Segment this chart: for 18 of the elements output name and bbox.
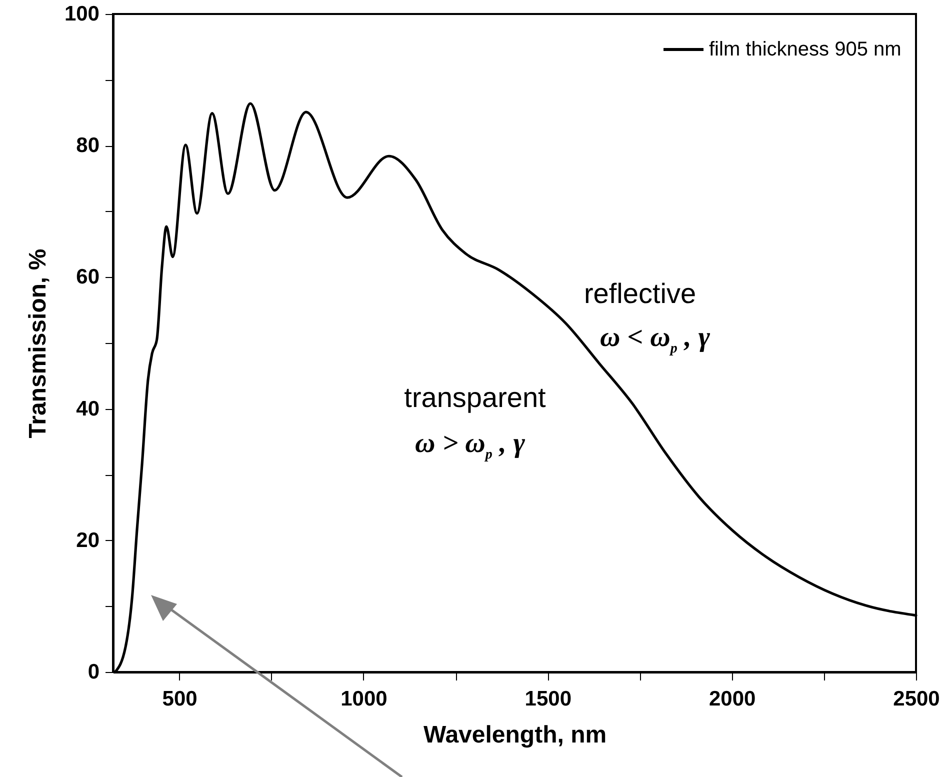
y-tick-label: 80 [76, 134, 100, 158]
x-tick-label: 2500 [893, 688, 940, 710]
y-tick-label: 20 [76, 528, 100, 552]
annotation: reflective [584, 278, 696, 310]
x-tick-label: 1500 [524, 688, 572, 710]
y-axis-title: Transmission, % [24, 248, 52, 438]
x-tick-label: 500 [162, 688, 198, 710]
annotation: transparent [404, 382, 546, 414]
y-tick-label: 0 [88, 660, 100, 684]
x-axis-title: Wavelength, nm [423, 722, 607, 748]
annotation: ω < ω$_{p}$ , γ [600, 322, 710, 358]
legend-label: film thickness 905 nm [709, 38, 902, 60]
y-tick-label: 40 [76, 397, 100, 420]
x-tick-label: 1000 [340, 688, 388, 710]
y-tick-label: 60 [76, 266, 100, 289]
annotation: ω > ω$_{p}$ , γ [414, 428, 526, 464]
y-tick-label: 100 [64, 2, 100, 26]
x-tick-label: 2000 [708, 688, 756, 710]
